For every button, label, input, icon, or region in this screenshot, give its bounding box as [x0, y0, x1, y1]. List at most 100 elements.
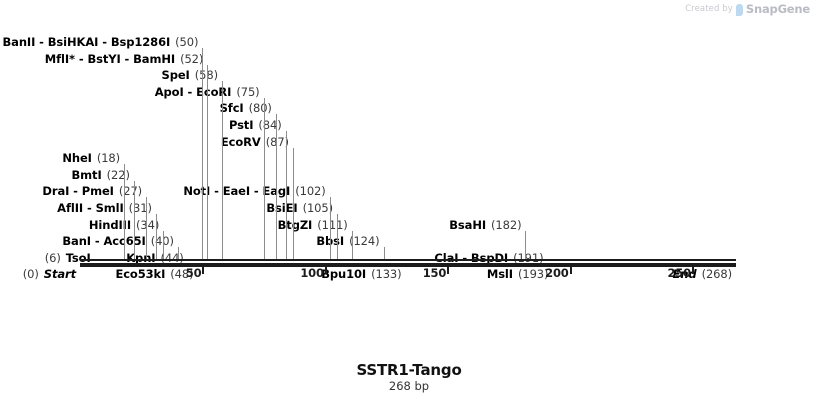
- leader-line: [337, 214, 338, 259]
- enzyme-separator: -: [98, 35, 111, 49]
- enzyme-label: SpeI (58): [161, 68, 219, 83]
- site-position: (18): [96, 151, 121, 166]
- axis-tick: [202, 263, 204, 274]
- leader-line: [264, 97, 265, 259]
- enzyme-label: BanI - Acc65I(40): [62, 234, 174, 248]
- enzyme-label: BsiEI (105): [266, 201, 333, 215]
- axis-tick: [692, 263, 694, 274]
- enzyme-name: BmtI: [71, 167, 102, 182]
- enzyme-separator: -: [250, 184, 263, 199]
- enzyme-name: BsaHI: [449, 217, 487, 232]
- leader-line: [286, 131, 287, 259]
- axis-tick-label: 250: [667, 266, 692, 280]
- site-position: (268): [701, 267, 733, 282]
- enzyme-name: NheI: [62, 151, 92, 166]
- leader-line: [207, 64, 208, 259]
- leader-line: [222, 81, 223, 259]
- sequence-axis-line-bottom: [80, 263, 736, 267]
- enzyme-name: MflI*: [44, 51, 75, 66]
- enzyme-separator: -: [183, 84, 197, 99]
- enzyme-separator: -: [35, 35, 48, 49]
- leader-line: [330, 197, 331, 259]
- enzyme-name: Start: [43, 267, 76, 282]
- leader-line: [384, 247, 385, 259]
- site-position: (6): [44, 250, 61, 265]
- enzyme-label: DraI - PmeI (27): [42, 184, 142, 198]
- enzyme-label: BmtI (22): [72, 168, 130, 182]
- enzyme-name: SpeI: [161, 68, 190, 83]
- figure-subtitle: 268 bp: [388, 379, 430, 393]
- enzyme-label: Bpu10I (133): [321, 267, 401, 281]
- enzyme-name: KpnI: [126, 250, 156, 265]
- enzyme-separator: -: [458, 250, 471, 265]
- site-position: (75): [236, 84, 260, 99]
- enzyme-name: ApoI: [154, 84, 184, 99]
- enzyme-name: BanI: [62, 234, 91, 249]
- enzyme-label: MflI* - BstYI - BamHI (52): [45, 52, 204, 66]
- enzyme-label: NotI - EaeI - EagI(102): [183, 184, 325, 198]
- enzyme-name: MslI: [486, 267, 513, 282]
- enzyme-name: Bpu10I: [321, 267, 367, 282]
- enzyme-name: BsiEI: [266, 201, 298, 215]
- enzyme-label: BsaHI (182): [449, 218, 521, 232]
- axis-tick: [570, 263, 572, 274]
- enzyme-name: AflII: [57, 201, 84, 215]
- figure-title: SSTR1-Tango: [356, 361, 462, 379]
- site-position: (48): [170, 267, 194, 282]
- site-position: (52): [180, 51, 204, 66]
- enzyme-label: MslI (193): [487, 267, 549, 281]
- site-position: (80): [248, 101, 272, 116]
- enzyme-separator: -: [210, 184, 223, 199]
- enzyme-separator: -: [69, 184, 82, 199]
- site-position: (50): [175, 35, 199, 49]
- enzyme-label: BbsI(124): [316, 234, 379, 248]
- site-position: (124): [349, 234, 380, 249]
- enzyme-name: NotI: [183, 184, 211, 199]
- axis-tick-label: 100: [300, 266, 324, 280]
- site-position: (133): [371, 267, 402, 282]
- enzyme-label: NheI (18): [62, 151, 120, 165]
- enzyme-separator: -: [90, 234, 104, 249]
- enzyme-separator: -: [74, 51, 88, 66]
- enzyme-label: SfcI (80): [220, 101, 272, 115]
- site-position: (191): [513, 250, 544, 265]
- site-position: (111): [317, 217, 348, 232]
- enzyme-label: AflII - SmlI (31): [57, 201, 152, 215]
- enzyme-name: PmeI: [81, 184, 114, 199]
- site-position: (102): [295, 184, 326, 199]
- enzyme-label: Eco53kI (48): [115, 267, 193, 281]
- leader-line: [124, 164, 125, 259]
- enzyme-label: End (268): [672, 267, 733, 282]
- enzyme-separator: -: [83, 201, 96, 215]
- enzyme-name: PstI: [228, 118, 254, 132]
- axis-tick-label: 200: [545, 266, 569, 280]
- enzyme-name: End: [672, 267, 697, 282]
- leader-line: [156, 214, 157, 259]
- site-position: (84): [258, 118, 282, 132]
- snapgene-logo-icon: [735, 4, 743, 16]
- enzyme-name: BsiHKAI: [47, 35, 99, 49]
- enzyme-label: SacI - BanII - BsiHKAI - Bsp1286I(50): [0, 35, 199, 49]
- leader-line: [163, 230, 164, 259]
- enzyme-separator: -: [120, 51, 134, 66]
- leader-line: [352, 230, 353, 259]
- axis-tick: [325, 263, 327, 274]
- enzyme-name: TsoI: [65, 250, 91, 265]
- enzyme-name: DraI: [42, 184, 70, 199]
- watermark-created-by-label: Created by: [685, 4, 733, 14]
- sequence-axis-line-top: [80, 259, 736, 261]
- enzyme-name: BamHI: [133, 51, 176, 66]
- site-position: (34): [136, 217, 160, 232]
- leader-line: [276, 114, 277, 259]
- axis-tick-label: 50: [185, 266, 202, 280]
- enzyme-label: KpnI (44): [126, 250, 184, 265]
- site-position: (0): [22, 267, 39, 282]
- site-position: (58): [195, 68, 218, 82]
- site-position: (31): [128, 201, 152, 215]
- enzyme-name: Eco53kI: [115, 267, 166, 282]
- enzyme-label: (6) TsoI: [45, 251, 91, 265]
- axis-tick: [447, 263, 449, 274]
- enzyme-name: SmlI: [95, 201, 124, 215]
- leader-line: [178, 247, 179, 259]
- enzyme-name: EcoRV: [220, 134, 261, 149]
